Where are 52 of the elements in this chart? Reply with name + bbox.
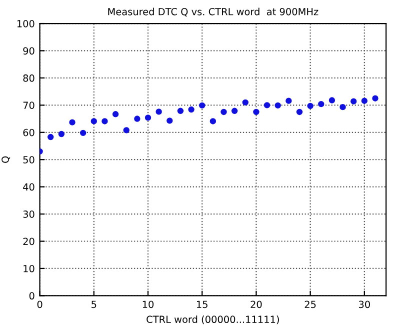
- y-tick-label: 30: [23, 210, 34, 218]
- point: [210, 118, 216, 124]
- point: [264, 102, 270, 108]
- x-tick-label: 30: [358, 300, 370, 308]
- point: [80, 130, 86, 136]
- y-tick-label: 100: [17, 20, 34, 28]
- x-tick-label: 20: [250, 300, 262, 308]
- y-tick-label: 50: [23, 156, 34, 164]
- point: [220, 108, 227, 116]
- x-tick-label: 10: [142, 300, 154, 308]
- point: [177, 108, 184, 114]
- point: [48, 134, 54, 140]
- y-tick-label: 10: [24, 264, 34, 272]
- y-tick-label: 80: [23, 74, 34, 82]
- point: [372, 95, 378, 102]
- point: [199, 102, 206, 109]
- point: [112, 111, 119, 118]
- point: [144, 114, 152, 121]
- point: [188, 106, 194, 113]
- chart-title: Measured DTC Q vs. CTRL word at 900MHz: [108, 8, 318, 16]
- point: [286, 98, 292, 104]
- point: [296, 108, 303, 116]
- point: [58, 130, 65, 138]
- point: [274, 102, 281, 109]
- point: [242, 99, 248, 106]
- x-axis-title: CTRL word (00000...11111): [146, 316, 279, 324]
- point: [231, 108, 238, 114]
- point: [350, 98, 357, 104]
- point: [307, 102, 314, 110]
- point: [340, 104, 346, 110]
- point: [318, 100, 324, 108]
- point: [102, 118, 108, 124]
- point: [134, 116, 140, 122]
- y-tick-label: 40: [23, 183, 34, 191]
- y-tick-label: 70: [23, 102, 34, 109]
- y-tick-label: 90: [23, 47, 34, 55]
- point: [361, 98, 368, 104]
- y-tick-label: 20: [23, 238, 34, 246]
- point: [166, 118, 173, 124]
- point: [123, 127, 130, 134]
- x-tick-label: 0: [37, 300, 42, 308]
- x-tick-label: 15: [196, 300, 208, 308]
- point: [328, 97, 336, 104]
- point: [90, 118, 98, 124]
- point: [253, 108, 260, 116]
- point: [69, 119, 76, 126]
- x-tick-label: 5: [92, 300, 96, 308]
- y-axis-title: Q: [2, 156, 10, 163]
- x-tick-label: 25: [304, 300, 316, 308]
- y-tick-label: 0: [29, 292, 34, 300]
- y-tick-label: 60: [23, 128, 34, 136]
- point: [156, 108, 162, 115]
